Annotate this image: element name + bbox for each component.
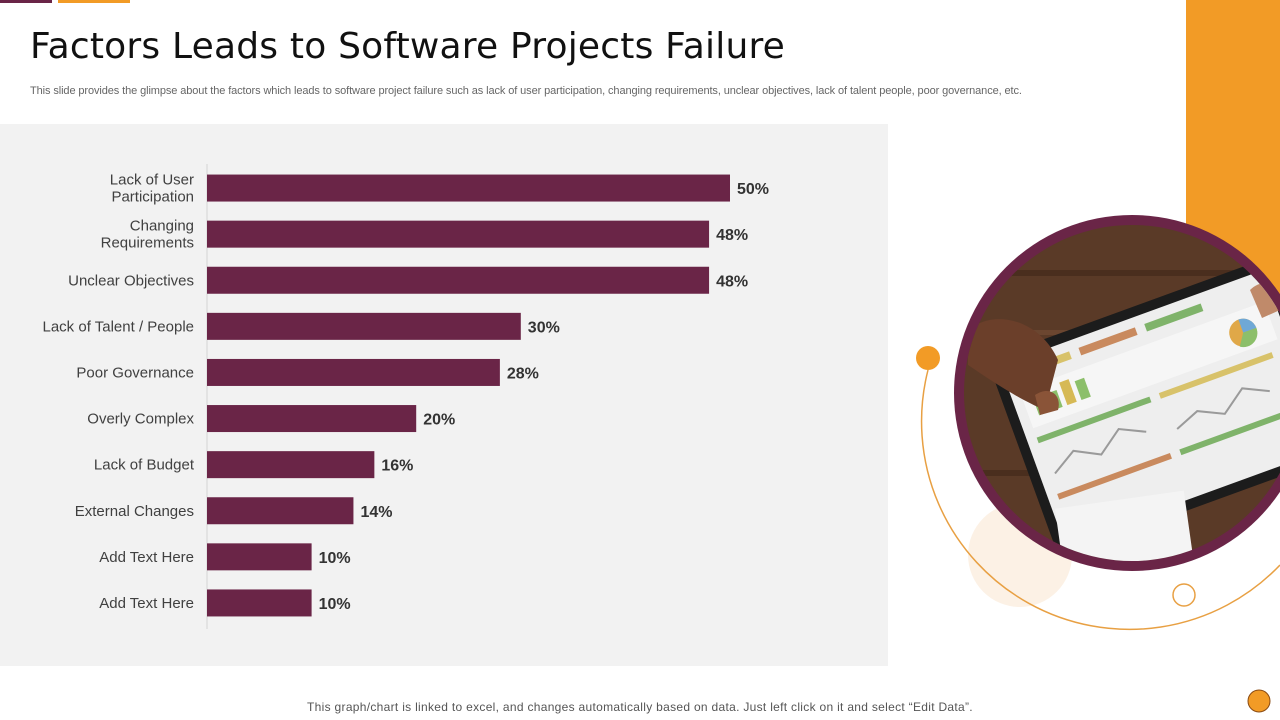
footer-note: This graph/chart is linked to excel, and…	[307, 700, 973, 714]
value-label-6: 16%	[381, 458, 413, 475]
category-label-line: Lack of User	[110, 172, 194, 189]
value-label-4: 28%	[507, 365, 539, 382]
category-label-line: Unclear Objectives	[68, 272, 194, 289]
value-label-3: 30%	[528, 319, 560, 336]
bar-9[interactable]	[207, 589, 312, 617]
category-label-4: Poor Governance	[76, 364, 194, 381]
top-accent-purple	[0, 0, 52, 3]
bar-0[interactable]	[207, 174, 730, 202]
value-label-9: 10%	[319, 596, 351, 613]
orange-dot-corner	[1247, 689, 1271, 713]
category-label-line: External Changes	[75, 503, 194, 520]
tablet-dashboard-photo-icon	[964, 225, 1280, 561]
orange-dot-left	[916, 346, 940, 370]
category-label-line: Lack of Budget	[94, 457, 195, 474]
page-subtitle: This slide provides the glimpse about th…	[30, 85, 1022, 97]
category-label-2: Unclear Objectives	[68, 272, 194, 289]
category-label-line: Add Text Here	[99, 595, 194, 612]
category-label-8: Add Text Here	[99, 549, 194, 566]
bar-4[interactable]	[207, 358, 500, 386]
category-label-3: Lack of Talent / People	[43, 318, 195, 335]
category-label-line: Changing	[130, 218, 194, 235]
page-title: Factors Leads to Software Projects Failu…	[30, 26, 786, 67]
small-ring-bottom	[1172, 583, 1196, 607]
bar-2[interactable]	[207, 266, 710, 294]
category-label-line: Participation	[111, 189, 194, 206]
category-label-6: Lack of Budget	[94, 457, 195, 474]
bar-5[interactable]	[207, 405, 417, 433]
value-label-0: 50%	[737, 181, 769, 198]
category-label-7: External Changes	[75, 503, 194, 520]
orange-arc	[920, 369, 1280, 631]
bar-chart[interactable]: 50% Lack of User Participation 48% Changing R…	[0, 124, 888, 666]
value-label-5: 20%	[423, 412, 455, 429]
category-label-line: Add Text Here	[99, 549, 194, 566]
bar-1[interactable]	[207, 220, 710, 248]
category-label-5: Overly Complex	[87, 411, 194, 428]
category-label-line: Poor Governance	[76, 364, 194, 381]
top-accent-orange	[58, 0, 130, 3]
category-label-0: Lack of User Participation	[110, 172, 194, 206]
category-label-line: Lack of Talent / People	[43, 318, 195, 335]
category-label-line: Overly Complex	[87, 411, 194, 428]
chart-panel: 50% Lack of User Participation 48% Changing R…	[0, 124, 888, 666]
category-label-9: Add Text Here	[99, 595, 194, 612]
value-label-1: 48%	[716, 227, 748, 244]
bar-6[interactable]	[207, 451, 375, 479]
bar-8[interactable]	[207, 543, 312, 571]
category-label-line: Requirements	[101, 235, 194, 252]
bar-7[interactable]	[207, 497, 354, 525]
value-label-8: 10%	[319, 550, 351, 567]
category-label-1: Changing Requirements	[101, 218, 194, 252]
value-label-7: 14%	[360, 504, 392, 521]
value-label-2: 48%	[716, 273, 748, 290]
bar-3[interactable]	[207, 312, 521, 340]
